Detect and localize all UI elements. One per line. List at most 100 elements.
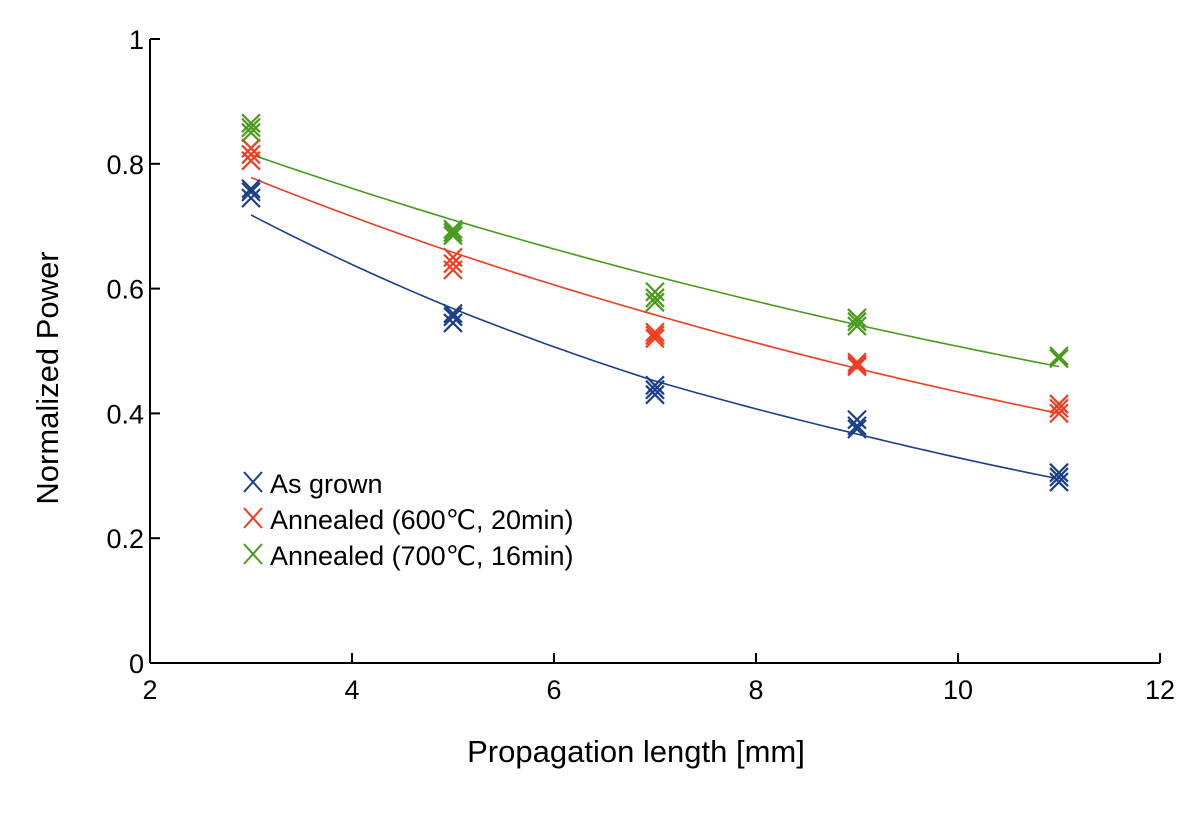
data-point-stroke	[645, 384, 665, 405]
data-point	[1049, 398, 1069, 419]
data-point-stroke	[241, 122, 261, 143]
data-point	[443, 306, 463, 327]
data-point	[241, 122, 261, 143]
x-tick-label: 2	[142, 675, 157, 705]
data-point	[241, 117, 261, 138]
data-point-stroke	[847, 356, 867, 377]
data-point-stroke	[645, 325, 665, 346]
data-point	[645, 322, 665, 343]
data-point-stroke	[645, 328, 665, 349]
data-point	[847, 354, 867, 375]
data-point-stroke	[241, 144, 261, 165]
data-point	[443, 253, 463, 274]
y-tick-label: 0	[129, 649, 144, 679]
data-point	[645, 292, 665, 313]
data-point	[847, 416, 867, 436]
data-point	[443, 222, 463, 243]
fit-curve	[250, 176, 1060, 415]
data-point-stroke	[847, 419, 867, 439]
data-point	[1049, 348, 1069, 369]
data-point-stroke	[443, 306, 463, 327]
data-point	[241, 113, 261, 134]
legend-marker	[243, 507, 263, 529]
data-point-stroke	[241, 188, 261, 208]
x-tick-label: 6	[546, 675, 561, 705]
data-point	[443, 219, 463, 240]
y-tick-label: 0.8	[106, 150, 144, 180]
data-point-stroke	[241, 178, 261, 199]
data-point	[645, 379, 665, 400]
x-tick-label: 10	[943, 675, 973, 705]
data-point	[1049, 472, 1069, 492]
data-point	[645, 288, 665, 308]
data-point-stroke	[1049, 394, 1069, 414]
data-point-stroke	[443, 225, 463, 246]
x-axis-ticks: 2 4 6 8 10 12	[142, 653, 1175, 705]
data-point	[645, 375, 665, 396]
data-point-stroke	[241, 117, 261, 138]
data-point	[645, 325, 665, 346]
data-point-stroke	[847, 409, 867, 430]
data-points	[241, 113, 1069, 492]
data-point	[1049, 346, 1069, 366]
data-point-stroke	[1049, 472, 1069, 492]
data-point-stroke	[847, 352, 867, 373]
data-point	[847, 409, 867, 430]
data-point	[241, 182, 261, 202]
x-tick-label: 12	[1145, 675, 1175, 705]
data-point-stroke	[443, 222, 463, 243]
data-point-stroke	[645, 281, 665, 302]
data-point	[241, 178, 261, 199]
data-point-stroke	[645, 288, 665, 308]
legend-marker	[243, 471, 263, 493]
data-point-stroke	[645, 379, 665, 400]
y-axis-ticks: 0 0.2 0.4 0.6 0.8 1	[106, 25, 160, 679]
data-point	[645, 281, 665, 302]
y-tick-label: 1	[129, 25, 144, 55]
legend-item: Annealed (700℃, 16min)	[243, 541, 574, 571]
data-point-stroke	[847, 308, 867, 328]
data-point	[1049, 403, 1069, 424]
data-point	[847, 316, 867, 336]
data-point	[847, 419, 867, 439]
data-point-stroke	[241, 138, 261, 158]
data-point-stroke	[1049, 403, 1069, 424]
data-point	[443, 313, 463, 333]
data-point	[1049, 467, 1069, 487]
data-point-stroke	[241, 182, 261, 202]
data-point	[443, 303, 463, 324]
fit-curve	[250, 214, 1060, 480]
data-point	[443, 225, 463, 246]
data-point-stroke	[1049, 462, 1069, 483]
data-point-stroke	[443, 313, 463, 333]
data-point	[241, 144, 261, 165]
fit-curves	[250, 153, 1060, 480]
data-point	[241, 188, 261, 208]
data-point	[645, 328, 665, 349]
y-tick-label: 0.4	[106, 399, 144, 429]
data-point-stroke	[1049, 398, 1069, 419]
data-point-stroke	[241, 113, 261, 134]
data-point	[847, 308, 867, 328]
data-point-stroke	[443, 219, 463, 240]
fit-curve	[250, 153, 1060, 368]
x-tick-label: 4	[344, 675, 359, 705]
legend-label: Annealed (600℃, 20min)	[270, 505, 574, 535]
data-point	[847, 356, 867, 377]
data-point-stroke	[847, 354, 867, 375]
data-point-stroke	[847, 416, 867, 436]
data-point	[1049, 394, 1069, 414]
y-axis-title: Normalized Power	[30, 251, 65, 504]
data-point-stroke	[443, 247, 463, 268]
legend-item: As grown	[243, 469, 383, 499]
data-point	[1049, 462, 1069, 483]
data-point-stroke	[1049, 467, 1069, 487]
data-point-stroke	[443, 253, 463, 274]
axes	[149, 39, 1160, 664]
y-tick-label: 0.6	[106, 275, 144, 305]
legend-label: As grown	[270, 469, 383, 499]
data-point-stroke	[645, 375, 665, 396]
data-point	[847, 352, 867, 373]
data-point	[847, 311, 867, 332]
